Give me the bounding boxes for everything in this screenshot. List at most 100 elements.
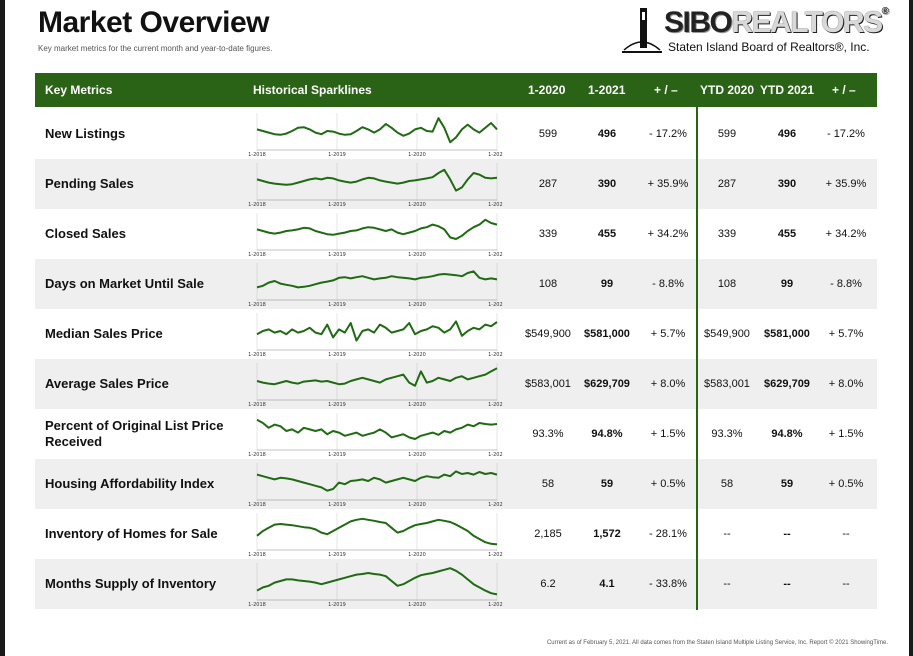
sparkline-chart: 1-2018 1-2019 1-2020 1-2021 [248,413,503,457]
sparkline-tick-label: 1-2021 [488,252,503,257]
sparkline-tick-label: 1-2019 [328,552,346,557]
sparkline-line [256,168,498,192]
frame-border-right [909,0,913,656]
cell-ytd-change: + 0.5% [828,478,864,490]
metric-label: Days on Market Until Sale [45,276,204,291]
sparkline-tick-label: 1-2020 [408,252,426,257]
page-subtitle: Key market metrics for the current month… [38,44,273,53]
cell-month-prev: 93.3% [532,428,564,440]
cell-month-change: + 0.5% [650,478,686,490]
cell-ytd-change: + 8.0% [828,378,864,390]
sparkline-tick-label: 1-2021 [488,352,503,357]
sparkline-chart: 1-2018 1-2019 1-2020 1-2021 [248,163,503,207]
cell-month-cur: $581,000 [584,328,630,340]
col-header-change: + / – [654,83,678,97]
cell-month-cur: 455 [597,228,617,240]
cell-month-change: + 34.2% [647,228,689,240]
table-header: Key Metrics Historical Sparklines 1-2020… [35,73,877,107]
bridge-logo-icon [622,8,662,53]
sparkline-tick-label: 1-2020 [408,602,426,607]
sparkline-chart: 1-2018 1-2019 1-2020 1-2021 [248,563,503,607]
cell-ytd-cur: -- [783,528,791,540]
cell-ytd-prev: 599 [717,128,737,140]
sparkline-line [256,320,498,342]
col-header-month-cur: 1-2021 [588,83,626,97]
sparkline-tick-label: 1-2018 [248,352,266,357]
sparkline-tick-label: 1-2021 [488,602,503,607]
table-row: Housing Affordability Index 1-2018 1-2019 1… [35,459,877,509]
cell-month-prev: 58 [541,478,555,490]
cell-month-cur: 94.8% [591,428,623,440]
col-header-sparklines: Historical Sparklines [253,83,372,97]
cell-ytd-prev: 58 [720,478,734,490]
cell-month-cur: 1,572 [593,528,621,540]
sparkline-tick-label: 1-2020 [408,352,426,357]
cell-month-cur: 99 [600,278,614,290]
cell-month-prev: 2,185 [534,528,562,540]
cell-month-prev: 599 [538,128,558,140]
sparkline-tick-label: 1-2021 [488,552,503,557]
cell-ytd-prev: 339 [717,228,737,240]
cell-month-prev: 108 [538,278,558,290]
col-header-metrics: Key Metrics [45,83,113,97]
cell-month-prev: 6.2 [540,578,556,590]
cell-ytd-change: - 17.2% [827,128,865,140]
logo-tagline: Staten Island Board of Realtors®, Inc. [668,40,870,54]
cell-ytd-cur: 94.8% [771,428,803,440]
table-row: Median Sales Price 1-2018 1-2019 1-2020 1-20… [35,309,877,359]
cell-month-prev: $549,900 [525,328,571,340]
sparkline-chart: 1-2018 1-2019 1-2020 1-2021 [248,313,503,357]
metric-label: Percent of Original List Price Received [45,418,224,449]
sparkline-tick-label: 1-2021 [488,152,503,157]
cell-ytd-change: + 34.2% [825,228,867,240]
col-header-ytd-cur: YTD 2021 [760,83,815,97]
metric-label: Months Supply of Inventory [45,576,217,591]
sparkline-tick-label: 1-2018 [248,452,266,457]
cell-ytd-prev: 287 [717,178,737,190]
sparkline-tick-label: 1-2018 [248,302,266,307]
cell-ytd-prev: $549,900 [704,328,750,340]
cell-month-prev: $583,001 [525,378,571,390]
sparkline-tick-label: 1-2020 [408,402,426,407]
cell-ytd-cur: 455 [777,228,797,240]
metric-label: Pending Sales [45,176,134,191]
cell-month-cur: 4.1 [599,578,615,590]
sparkline-chart: 1-2018 1-2019 1-2020 1-2021 [248,363,503,407]
sparkline-line [256,117,498,144]
col-header-month-prev: 1-2020 [528,83,566,97]
cell-ytd-prev: 93.3% [711,428,743,440]
cell-month-change: - 33.8% [649,578,687,590]
sparkline-tick-label: 1-2018 [248,602,266,607]
sparkline-line [256,367,498,387]
sparkline-tick-label: 1-2021 [488,402,503,407]
sparkline-chart: 1-2018 1-2019 1-2020 1-2021 [248,513,503,557]
ytd-divider [696,107,698,610]
sparkline-tick-label: 1-2020 [408,452,426,457]
cell-month-change: + 8.0% [650,378,686,390]
cell-ytd-change: + 5.7% [828,328,864,340]
cell-month-prev: 339 [538,228,558,240]
sparkline-line [256,418,498,440]
sparkline-tick-label: 1-2018 [248,402,266,407]
cell-month-change: - 8.8% [652,278,684,290]
sparkline-tick-label: 1-2019 [328,302,346,307]
sparkline-tick-label: 1-2020 [408,502,426,507]
cell-ytd-cur: $629,709 [764,378,810,390]
metric-label: Closed Sales [45,226,126,241]
cell-month-change: + 1.5% [650,428,686,440]
sparkline-tick-label: 1-2021 [488,452,503,457]
page-title: Market Overview [38,6,269,39]
sparkline-tick-label: 1-2021 [488,302,503,307]
cell-ytd-prev: 108 [717,278,737,290]
cell-ytd-change: - 8.8% [830,278,862,290]
table-row: Inventory of Homes for Sale 1-2018 1-2019 1… [35,509,877,559]
cell-ytd-change: -- [842,528,850,540]
sparkline-tick-label: 1-2019 [328,252,346,257]
sparkline-tick-label: 1-2021 [488,502,503,507]
sparkline-chart: 1-2018 1-2019 1-2020 1-2021 [248,263,503,307]
sparkline-line [256,218,498,240]
sparkline-tick-label: 1-2018 [248,152,266,157]
cell-month-cur: 59 [600,478,614,490]
cell-ytd-prev: -- [723,528,731,540]
sparkline-chart: 1-2018 1-2019 1-2020 1-2021 [248,113,503,157]
